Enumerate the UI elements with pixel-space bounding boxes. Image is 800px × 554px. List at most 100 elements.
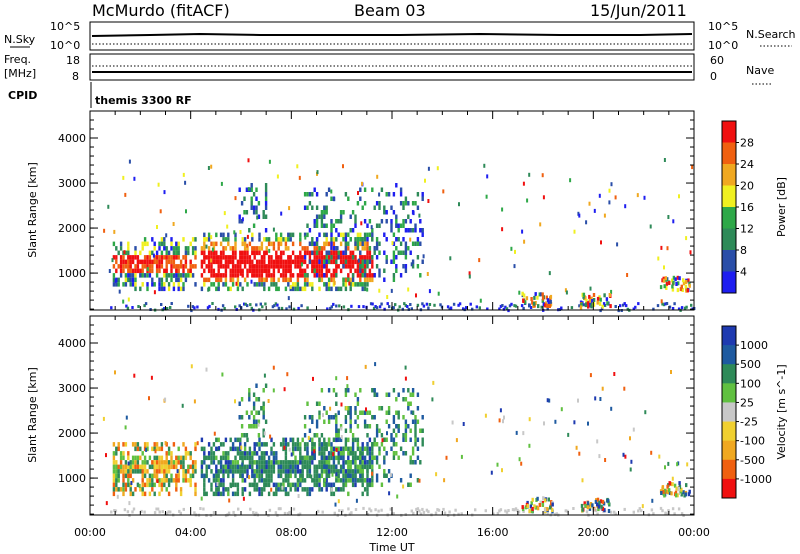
station-title: McMurdo (fitACF)	[92, 1, 230, 20]
colorbar-label: Velocity [m s^-1]	[775, 364, 788, 459]
x-tick-label: 12:00	[376, 526, 408, 539]
colorbar-swatch	[722, 345, 736, 365]
sparse-echoes	[102, 362, 689, 509]
late-echo-0	[521, 496, 554, 514]
nsky-bottom-tick: 10^0	[50, 39, 80, 52]
colorbar-swatch	[722, 250, 736, 272]
late-echo-2	[659, 481, 691, 498]
x-tick-label: 04:00	[175, 526, 207, 539]
power-panel: 1000 2000 3000 4000 Slant Range [km] 28 24 20…	[26, 110, 788, 313]
velocity-y-ticks: 1000 2000 3000 4000	[58, 324, 694, 515]
y-tick-label: 1000	[58, 267, 86, 280]
colorbar-tick-label: -1000	[740, 473, 772, 486]
y-tick-label: 4000	[58, 132, 86, 145]
y-tick-label: 2000	[58, 222, 86, 235]
velocity-panel: 1000 2000 3000 4000 Slant Range [km] 1000 50…	[26, 315, 788, 554]
beam-title: Beam 03	[354, 1, 426, 20]
nsearch-top-tick: 10^5	[708, 20, 738, 33]
time-axis-labels: 00:00 04:00 08:00 12:00 16:00 20:00 00:00	[74, 526, 710, 539]
x-tick-label: 08:00	[275, 526, 307, 539]
echo-region-3	[303, 388, 424, 487]
colorbar-tick-label: -100	[740, 435, 765, 448]
y-tick-label: 3000	[58, 177, 86, 190]
y-tick-label: 1000	[58, 472, 86, 485]
colorbar-tick-label: -500	[740, 454, 765, 467]
velocity-data	[102, 362, 691, 518]
nsky-top-tick: 10^5	[50, 20, 80, 33]
echo-region-2	[238, 383, 268, 438]
velocity-x-ticks	[89, 316, 695, 515]
nsky-label: N.Sky	[4, 33, 36, 46]
colorbar-swatch	[722, 383, 736, 403]
y-tick-label: 2000	[58, 427, 86, 440]
colorbar-tick-label: 20	[740, 180, 754, 193]
colorbar-swatch	[722, 364, 736, 384]
power-data	[103, 158, 696, 313]
nsearch-bottom-tick: 10^0	[708, 39, 738, 52]
velocity-colorbar: 1000 500 100 25 -25 -100 -500 -1000 Velocity [m …	[721, 325, 788, 499]
x-tick-label: 16:00	[477, 526, 509, 539]
colorbar-tick-label: 8	[740, 244, 747, 257]
colorbar-swatch	[722, 185, 736, 208]
x-tick-label: 00:00	[74, 526, 106, 539]
date-title: 15/Jun/2011	[590, 1, 687, 20]
nave-label: Nave	[746, 64, 774, 77]
nave-top-tick: 60	[710, 54, 724, 67]
echo-region-0	[112, 237, 197, 292]
nsky-strip: N.Sky 10^5 10^0 10^5 10^0 N.Search	[4, 20, 796, 52]
x-tick-label: 00:00	[678, 526, 710, 539]
power-y-label: Slant Range [km]	[26, 162, 39, 258]
colorbar-swatch	[722, 478, 736, 499]
colorbar-swatch	[722, 271, 736, 294]
colorbar-label: Power [dB]	[775, 177, 788, 237]
y-tick-label: 4000	[58, 337, 86, 350]
x-tick-label: 20:00	[577, 526, 609, 539]
x-axis-label: Time UT	[368, 541, 414, 554]
echo-region-0	[112, 442, 197, 497]
colorbar-tick-label: 100	[740, 377, 761, 390]
y-tick-label: 3000	[58, 382, 86, 395]
sparse-echoes	[103, 158, 694, 304]
colorbar-swatch	[722, 326, 736, 346]
freq-label: Freq.	[4, 53, 31, 66]
echo-region-2	[238, 183, 268, 233]
colorbar-tick-label: 500	[740, 358, 761, 371]
freq-strip: Freq. [MHz] 18 8 60 0 Nave	[4, 53, 774, 85]
echo-region-3	[303, 183, 424, 282]
nave-bottom-tick: 0	[710, 70, 717, 83]
colorbar-swatch	[722, 164, 736, 186]
colorbar-swatch	[722, 459, 736, 480]
power-x-ticks	[89, 111, 695, 310]
colorbar-swatch	[722, 207, 736, 229]
colorbar-swatch	[722, 421, 736, 442]
nsearch-label: N.Search	[746, 28, 796, 41]
cpid-value: themis 3300 RF	[95, 94, 192, 107]
colorbar-swatch	[722, 121, 736, 143]
colorbar-swatch	[722, 228, 736, 251]
colorbar-swatch	[722, 142, 736, 165]
velocity-panel-frame	[89, 315, 695, 516]
velocity-y-label: Slant Range [km]	[26, 367, 39, 463]
echo-region-1	[200, 437, 374, 497]
colorbar-tick-label: 1000	[740, 339, 768, 352]
colorbar-swatch	[722, 402, 736, 423]
late-echo-2	[659, 275, 691, 293]
freq-top-tick: 18	[66, 54, 80, 67]
echo-region-1	[200, 232, 374, 292]
power-colorbar: 28 24 20 16 12 8 4 Power [dB]	[721, 120, 788, 294]
late-echo-1	[579, 292, 612, 310]
power-y-ticks: 1000 2000 3000 4000	[58, 119, 694, 310]
cpid-label: CPID	[8, 89, 37, 102]
colorbar-tick-label: 24	[740, 158, 754, 171]
colorbar-tick-label: 28	[740, 137, 754, 150]
colorbar-tick-label: 16	[740, 201, 754, 214]
colorbar-swatch	[722, 440, 736, 461]
late-echo-0	[521, 291, 553, 309]
colorbar-tick-label: -25	[740, 416, 758, 429]
colorbar-tick-label: 4	[740, 266, 747, 279]
colorbar-tick-label: 25	[740, 396, 754, 409]
freq-bottom-tick: 8	[72, 70, 79, 83]
freq-unit: [MHz]	[4, 67, 36, 80]
colorbar-tick-label: 12	[740, 223, 754, 236]
